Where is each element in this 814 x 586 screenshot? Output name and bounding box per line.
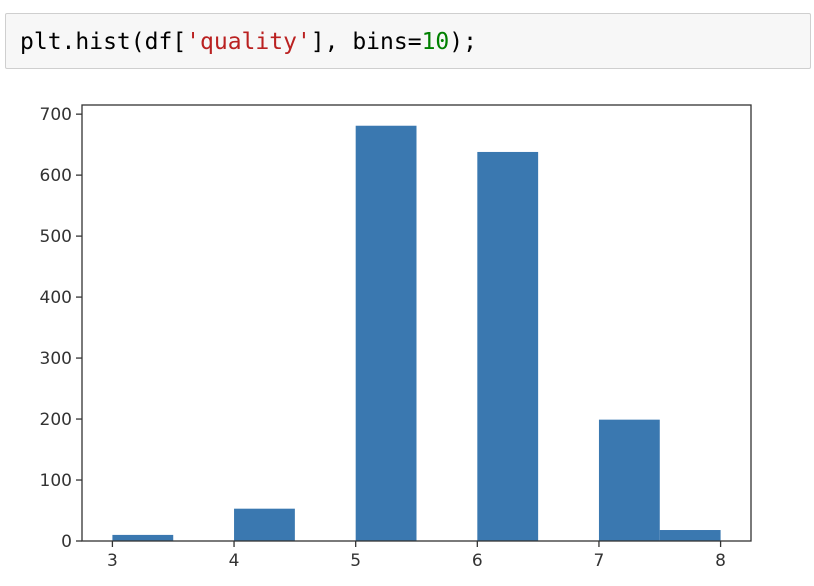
x-tick-label: 5 bbox=[350, 551, 361, 571]
histogram-bar bbox=[659, 530, 721, 541]
y-tick-label: 500 bbox=[40, 227, 72, 247]
histogram-bars bbox=[112, 125, 721, 542]
histogram-bar bbox=[112, 534, 174, 541]
x-tick-label: 7 bbox=[594, 551, 605, 571]
y-tick-label: 300 bbox=[40, 349, 72, 369]
x-tick-label: 8 bbox=[715, 551, 726, 571]
y-tick-label: 200 bbox=[40, 410, 72, 430]
x-axis: 3 4 5 6 7 8 bbox=[107, 541, 726, 571]
y-tick-label: 100 bbox=[40, 471, 72, 491]
cell-output: 0 100 200 300 400 500 600 700 3 4 5 6 7 8 bbox=[0, 90, 814, 582]
code-token: 'quality' bbox=[186, 29, 311, 55]
x-tick-label: 6 bbox=[472, 551, 483, 571]
y-tick-label: 700 bbox=[40, 105, 72, 125]
x-tick-label: 4 bbox=[229, 551, 240, 571]
histogram-chart: 0 100 200 300 400 500 600 700 3 4 5 6 7 8 bbox=[40, 104, 752, 571]
code-token: 10 bbox=[421, 29, 450, 55]
code-line[interactable]: plt.hist(df['quality'], bins=10); bbox=[20, 29, 477, 55]
code-cell[interactable]: plt.hist(df['quality'], bins=10); bbox=[5, 13, 811, 69]
histogram-bar bbox=[477, 151, 539, 541]
code-token: ); bbox=[449, 29, 477, 55]
y-axis: 0 100 200 300 400 500 600 700 bbox=[40, 105, 82, 552]
x-tick-label: 3 bbox=[107, 551, 118, 571]
y-tick-label: 600 bbox=[40, 166, 72, 186]
y-tick-label: 400 bbox=[40, 288, 72, 308]
code-token: plt.hist(df[ bbox=[20, 29, 187, 55]
histogram-bar bbox=[234, 508, 295, 541]
plot-frame bbox=[81, 104, 752, 542]
y-tick-label: 0 bbox=[61, 532, 72, 552]
histogram-bar bbox=[355, 125, 417, 542]
code-token: ], bins= bbox=[310, 29, 422, 55]
histogram-bar bbox=[598, 419, 660, 541]
